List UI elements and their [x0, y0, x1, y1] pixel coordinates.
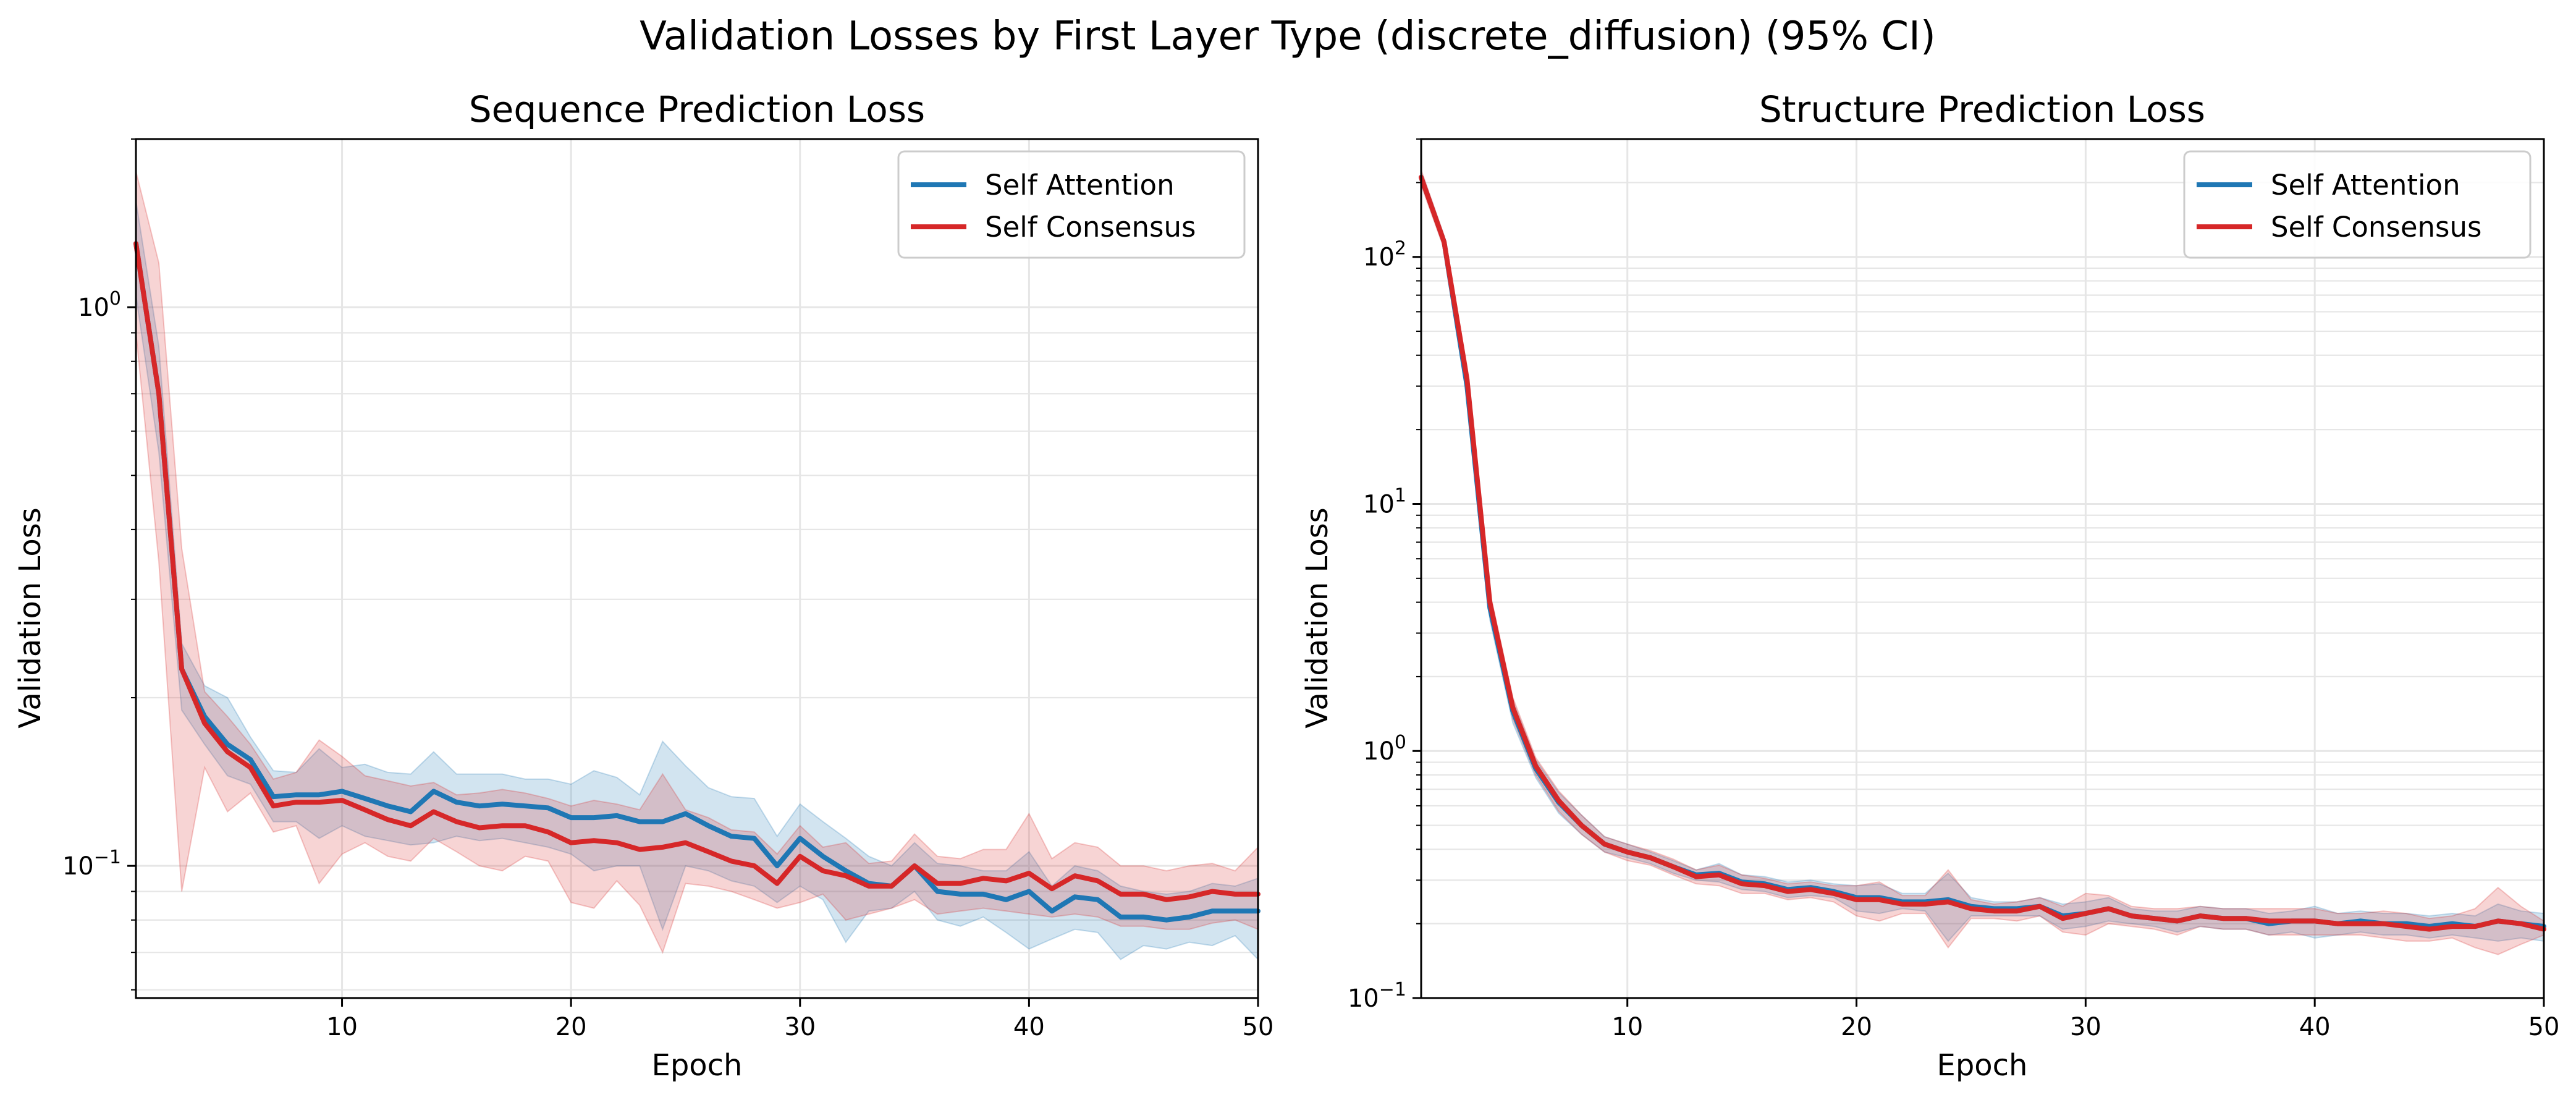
structure-x-tick-label: 30: [2070, 1013, 2101, 1041]
sequence-x-axis-label: Epoch: [652, 1048, 743, 1083]
structure-y-axis-label: Validation Loss: [1300, 507, 1335, 729]
structure-x-axis-label: Epoch: [1937, 1048, 2028, 1083]
sequence-y-tick-label: 10−1: [62, 847, 121, 881]
sequence-loss-panel: Sequence Prediction Loss Epoch Validatio…: [13, 88, 1273, 1083]
structure-legend-box: [2183, 150, 2532, 259]
structure-x-tick-label: 10: [1611, 1013, 1643, 1041]
structure-y-tick-label: 10−1: [1348, 979, 1406, 1013]
sequence-y-axis-label: Validation Loss: [13, 507, 48, 729]
structure-legend: Self Attention Self Consensus: [2183, 150, 2532, 259]
sequence-x-tick-label: 30: [784, 1013, 816, 1041]
sequence-gridlines: [136, 138, 1259, 998]
sequence-x-tick-label: 10: [326, 1013, 358, 1041]
structure-loss-panel: Structure Prediction Loss Epoch Validati…: [1300, 88, 2559, 1083]
sequence-panel-title: Sequence Prediction Loss: [469, 88, 925, 130]
structure-x-tick-label: 40: [2299, 1013, 2331, 1041]
structure-legend-label: Self Consensus: [2271, 211, 2481, 243]
sequence-axes-frame: [135, 138, 1259, 999]
sequence-x-tick-label: 50: [1243, 1013, 1274, 1041]
sequence-x-tick-label: 40: [1013, 1013, 1045, 1041]
structure-axes-frame: [1420, 138, 2545, 999]
sequence-self-attention-line: [133, 241, 1261, 923]
figure-title: Validation Losses by First Layer Type (d…: [640, 14, 1936, 59]
structure-x-tick-label: 50: [2528, 1013, 2560, 1041]
structure-panel-title: Structure Prediction Loss: [1759, 88, 2205, 130]
structure-legend-label: Self Attention: [2271, 169, 2460, 201]
structure-x-tick-label: 20: [1841, 1013, 1872, 1041]
sequence-x-tick-label: 20: [555, 1013, 587, 1041]
sequence-self-consensus-line: [133, 241, 1261, 902]
sequence-legend-label: Self Attention: [985, 169, 1175, 201]
sequence-legend-label: Self Consensus: [985, 211, 1196, 243]
structure-y-tick-label: 100: [1363, 732, 1406, 766]
sequence-legend-box: [897, 150, 1246, 259]
structure-self-consensus-line: [1419, 174, 2546, 932]
sequence-legend: Self Attention Self Consensus: [897, 150, 1246, 259]
